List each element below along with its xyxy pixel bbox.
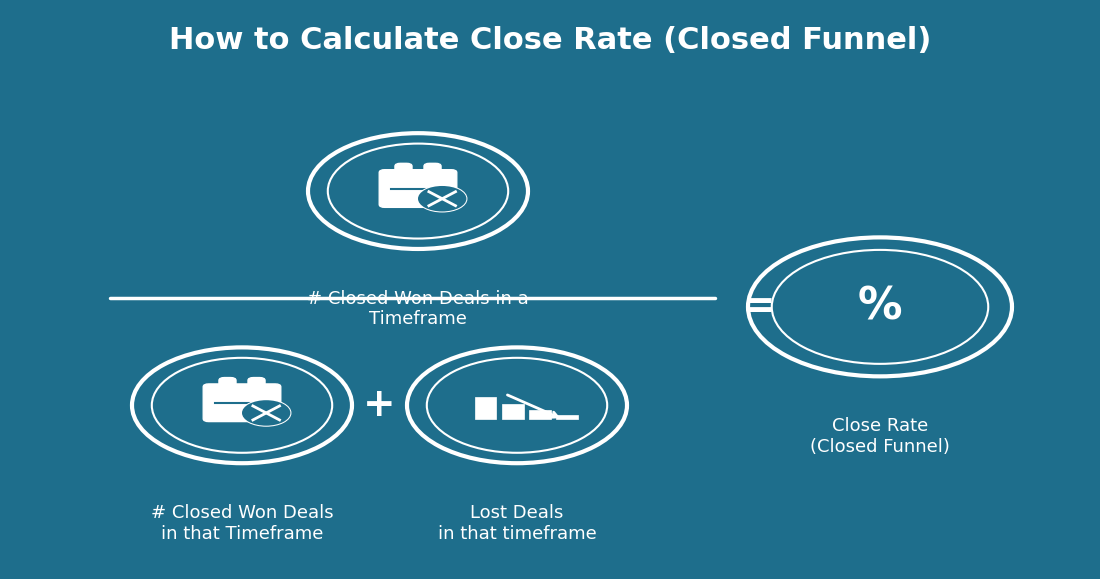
FancyBboxPatch shape xyxy=(383,171,453,182)
Bar xyxy=(475,397,496,419)
Bar xyxy=(502,404,524,419)
Text: =: = xyxy=(742,288,775,326)
Circle shape xyxy=(242,400,290,426)
Text: How to Calculate Close Rate (Closed Funnel): How to Calculate Close Rate (Closed Funn… xyxy=(168,26,932,55)
Circle shape xyxy=(407,347,627,463)
FancyBboxPatch shape xyxy=(207,386,277,396)
Text: # Closed Won Deals in a
Timeframe: # Closed Won Deals in a Timeframe xyxy=(307,290,529,328)
Text: # Closed Won Deals
in that Timeframe: # Closed Won Deals in that Timeframe xyxy=(151,504,333,543)
Text: +: + xyxy=(363,386,396,424)
Circle shape xyxy=(418,186,466,211)
Circle shape xyxy=(132,347,352,463)
Circle shape xyxy=(748,237,1012,376)
FancyBboxPatch shape xyxy=(395,163,412,177)
Circle shape xyxy=(328,144,508,239)
Text: Lost Deals
in that timeframe: Lost Deals in that timeframe xyxy=(438,504,596,543)
Circle shape xyxy=(308,133,528,249)
Circle shape xyxy=(418,186,466,211)
Circle shape xyxy=(427,358,607,453)
Circle shape xyxy=(152,358,332,453)
FancyBboxPatch shape xyxy=(248,378,265,391)
FancyBboxPatch shape xyxy=(379,170,456,207)
FancyBboxPatch shape xyxy=(204,384,280,422)
Bar xyxy=(557,415,579,419)
Bar xyxy=(529,411,551,419)
Text: Close Rate
(Closed Funnel): Close Rate (Closed Funnel) xyxy=(810,417,950,456)
FancyBboxPatch shape xyxy=(424,163,441,177)
FancyBboxPatch shape xyxy=(219,378,236,391)
Circle shape xyxy=(242,400,290,426)
Text: %: % xyxy=(858,285,902,328)
Circle shape xyxy=(772,250,988,364)
